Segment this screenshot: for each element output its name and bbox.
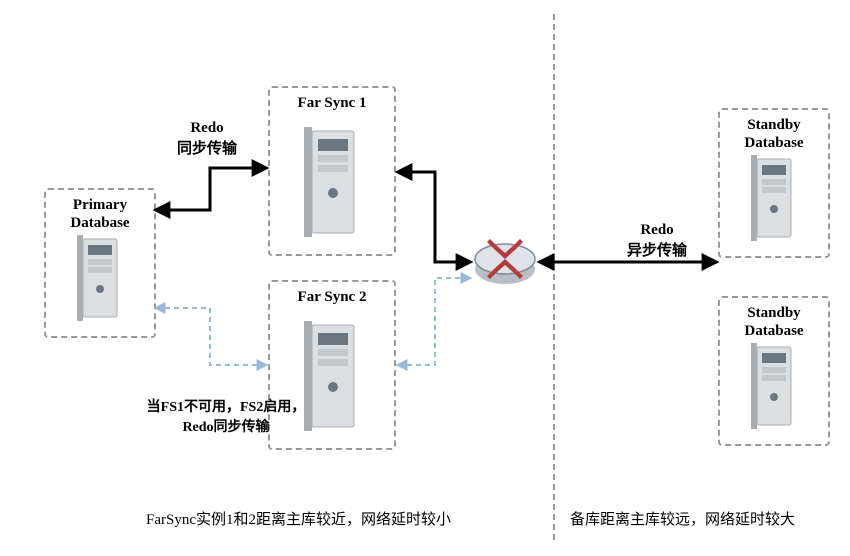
divider-line	[553, 14, 555, 540]
node-title: Standby Database	[720, 298, 828, 340]
server-icon	[304, 127, 360, 242]
label-line1: Redo	[640, 222, 673, 238]
label-line1: 当FS1不可用，FS2启用，	[147, 400, 306, 415]
title-line1: Standby	[747, 117, 800, 133]
title-line1: Standby	[747, 305, 800, 321]
node-standby-database-1: Standby Database	[718, 108, 830, 258]
node-title: Primary Database	[46, 190, 154, 232]
label-line2: 同步传输	[177, 141, 237, 157]
server-icon	[77, 235, 123, 326]
node-title: Far Sync 2	[270, 282, 394, 306]
edge-fs1-router	[398, 172, 470, 262]
edge-primary-fs2	[156, 308, 266, 365]
label-redo-async: Redo 异步传输	[615, 220, 699, 262]
edge-fs2-router	[398, 278, 470, 365]
node-standby-database-2: Standby Database	[718, 296, 830, 446]
label-redo-sync: Redo 同步传输	[165, 118, 249, 160]
server-icon	[751, 155, 797, 246]
node-title: Far Sync 1	[270, 88, 394, 112]
label-line1: Redo	[190, 120, 223, 136]
title-line2: Database	[744, 323, 803, 339]
label-line2: 异步传输	[627, 243, 687, 259]
node-primary-database: Primary Database	[44, 188, 156, 338]
caption-left: FarSync实例1和2距离主库较近，网络延时较小	[146, 508, 451, 529]
title-line1: Far Sync 1	[298, 95, 367, 111]
node-far-sync-1: Far Sync 1	[268, 86, 396, 256]
title-line1: Far Sync 2	[298, 289, 367, 305]
server-icon	[751, 343, 797, 434]
title-line1: Primary	[73, 197, 127, 213]
edge-primary-fs1	[156, 168, 266, 210]
node-title: Standby Database	[720, 110, 828, 152]
title-line2: Database	[70, 215, 129, 231]
title-line2: Database	[744, 135, 803, 151]
diagram-canvas: Primary Database Far Sync 1	[0, 0, 850, 556]
label-fs2-note: 当FS1不可用，FS2启用， Redo同步传输	[126, 398, 326, 437]
caption-right: 备库距离主库较远，网络延时较大	[570, 508, 795, 529]
label-line2: Redo同步传输	[182, 420, 269, 435]
node-router	[470, 236, 540, 295]
